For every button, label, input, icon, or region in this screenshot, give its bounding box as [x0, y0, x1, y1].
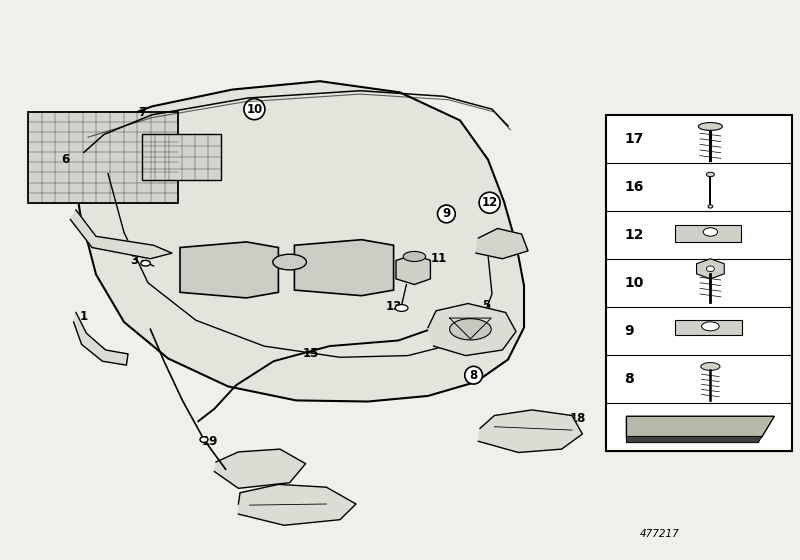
Polygon shape [294, 240, 394, 296]
Text: 13: 13 [386, 300, 402, 314]
Text: 2: 2 [288, 259, 296, 273]
Ellipse shape [273, 254, 306, 270]
Ellipse shape [403, 251, 426, 262]
Polygon shape [74, 312, 128, 365]
Polygon shape [697, 259, 724, 279]
Polygon shape [428, 304, 516, 356]
Ellipse shape [702, 322, 719, 331]
Text: 477217: 477217 [640, 529, 680, 539]
Text: 8: 8 [624, 372, 634, 386]
Polygon shape [214, 449, 306, 488]
Text: 6: 6 [62, 153, 70, 166]
Text: 9: 9 [442, 207, 450, 221]
Ellipse shape [141, 260, 150, 266]
Polygon shape [478, 410, 582, 452]
FancyBboxPatch shape [675, 225, 741, 241]
Ellipse shape [706, 172, 714, 177]
Polygon shape [626, 436, 762, 442]
FancyBboxPatch shape [606, 115, 792, 451]
Ellipse shape [200, 437, 208, 442]
Text: 10: 10 [624, 276, 643, 290]
Text: 17: 17 [614, 382, 630, 396]
Text: 14: 14 [502, 235, 518, 249]
Ellipse shape [450, 319, 491, 340]
Text: 19: 19 [202, 435, 218, 448]
Text: 11: 11 [430, 252, 446, 265]
Ellipse shape [698, 123, 722, 130]
Text: 5: 5 [482, 298, 490, 312]
Text: 12: 12 [482, 196, 498, 209]
Polygon shape [626, 416, 774, 437]
FancyBboxPatch shape [142, 134, 221, 180]
Ellipse shape [708, 205, 713, 208]
Polygon shape [238, 484, 356, 525]
Text: 3: 3 [130, 254, 138, 267]
Text: 20: 20 [266, 498, 282, 512]
Text: 16: 16 [618, 308, 634, 321]
Text: 10: 10 [246, 102, 262, 116]
Ellipse shape [706, 266, 714, 272]
Text: 12: 12 [624, 228, 643, 242]
Polygon shape [396, 255, 430, 284]
Polygon shape [72, 81, 524, 402]
Text: 17: 17 [624, 132, 643, 146]
Text: 18: 18 [570, 412, 586, 426]
Text: 7: 7 [138, 105, 146, 119]
Ellipse shape [703, 228, 718, 236]
Polygon shape [180, 242, 278, 298]
Ellipse shape [395, 305, 408, 311]
Polygon shape [476, 228, 528, 259]
Text: 16: 16 [624, 180, 643, 194]
Text: 4: 4 [86, 235, 94, 249]
Text: 8: 8 [470, 368, 478, 382]
FancyBboxPatch shape [675, 320, 742, 335]
Ellipse shape [701, 362, 720, 370]
Text: 1: 1 [80, 310, 88, 323]
Text: 9: 9 [624, 324, 634, 338]
Text: 15: 15 [302, 347, 318, 361]
FancyBboxPatch shape [28, 112, 178, 203]
Polygon shape [70, 210, 172, 259]
